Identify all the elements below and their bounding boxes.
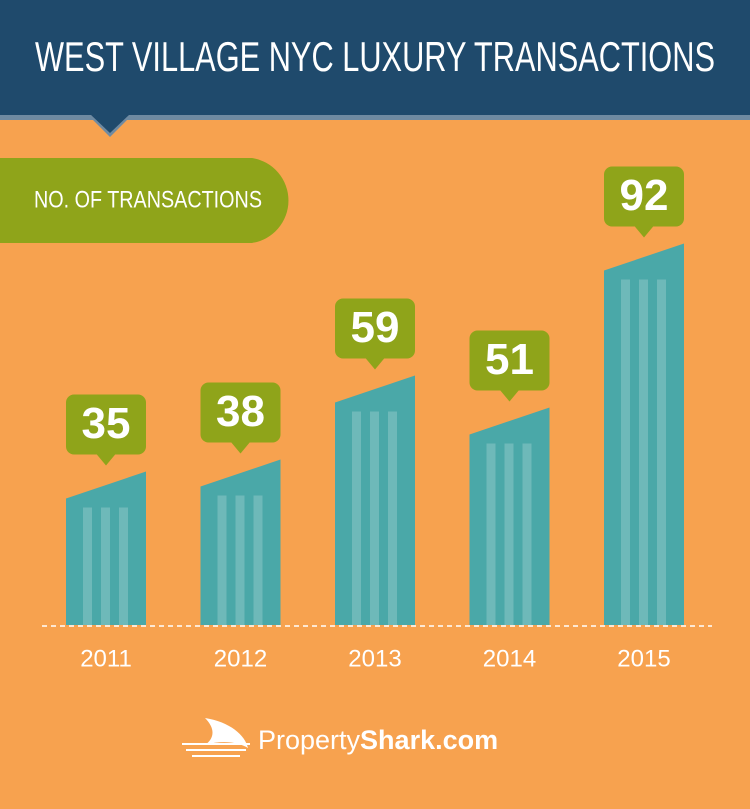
- bar-stripe: [83, 507, 92, 625]
- bar-stripe: [217, 495, 227, 625]
- value-label: 92: [620, 171, 669, 220]
- subtitle: NO. OF TRANSACTIONS: [34, 186, 262, 213]
- bar-stripe: [352, 411, 361, 625]
- value-label-pointer: [96, 453, 116, 466]
- bar: [604, 243, 684, 625]
- value-label-box: [469, 330, 550, 391]
- bar-stripe: [504, 443, 514, 625]
- brand-light: Property: [258, 725, 361, 755]
- value-label-pointer: [634, 225, 654, 238]
- x-tick-label: 2014: [483, 645, 536, 672]
- bar-stripe: [639, 279, 648, 625]
- bar-stripe: [486, 443, 496, 625]
- bar-stripe: [101, 507, 110, 625]
- x-tick-label: 2013: [348, 645, 401, 672]
- bar: [66, 471, 146, 625]
- header: [0, 0, 750, 115]
- value-label-pointer: [499, 389, 520, 402]
- bar-stripe: [621, 279, 630, 625]
- bar-stripe: [119, 507, 128, 625]
- value-label-box: [604, 166, 684, 227]
- chart-title: WEST VILLAGE NYC LUXURY TRANSACTIONS: [35, 33, 715, 80]
- x-tick-label: 2011: [80, 645, 132, 672]
- value-label: 59: [351, 303, 400, 352]
- value-label-pointer: [230, 441, 251, 454]
- header-notch: [90, 114, 130, 133]
- bar-stripe: [657, 279, 666, 625]
- logo-text: PropertyShark.com: [258, 725, 498, 755]
- value-label: 38: [216, 387, 265, 436]
- bar: [335, 375, 415, 625]
- x-tick-label: 2015: [617, 645, 670, 672]
- x-tick-label: 2012: [214, 645, 267, 672]
- bar: [469, 407, 550, 625]
- value-label-box: [66, 394, 146, 455]
- value-label-box: [335, 298, 415, 359]
- bar-stripe: [522, 443, 532, 625]
- bar-stripe: [370, 411, 379, 625]
- logo-lines: [182, 743, 250, 757]
- value-label-box: [200, 382, 281, 443]
- logo-icon: [205, 718, 248, 748]
- value-label: 51: [485, 335, 534, 384]
- bar: [200, 459, 281, 625]
- value-label-pointer: [365, 357, 385, 370]
- brand-bold: Shark.com: [360, 725, 498, 755]
- logo: PropertyShark.com: [182, 718, 498, 757]
- subtitle-pill: [0, 158, 289, 243]
- value-label: 35: [82, 399, 131, 448]
- bar-stripe: [253, 495, 263, 625]
- bar-stripe: [388, 411, 397, 625]
- bar-stripe: [235, 495, 245, 625]
